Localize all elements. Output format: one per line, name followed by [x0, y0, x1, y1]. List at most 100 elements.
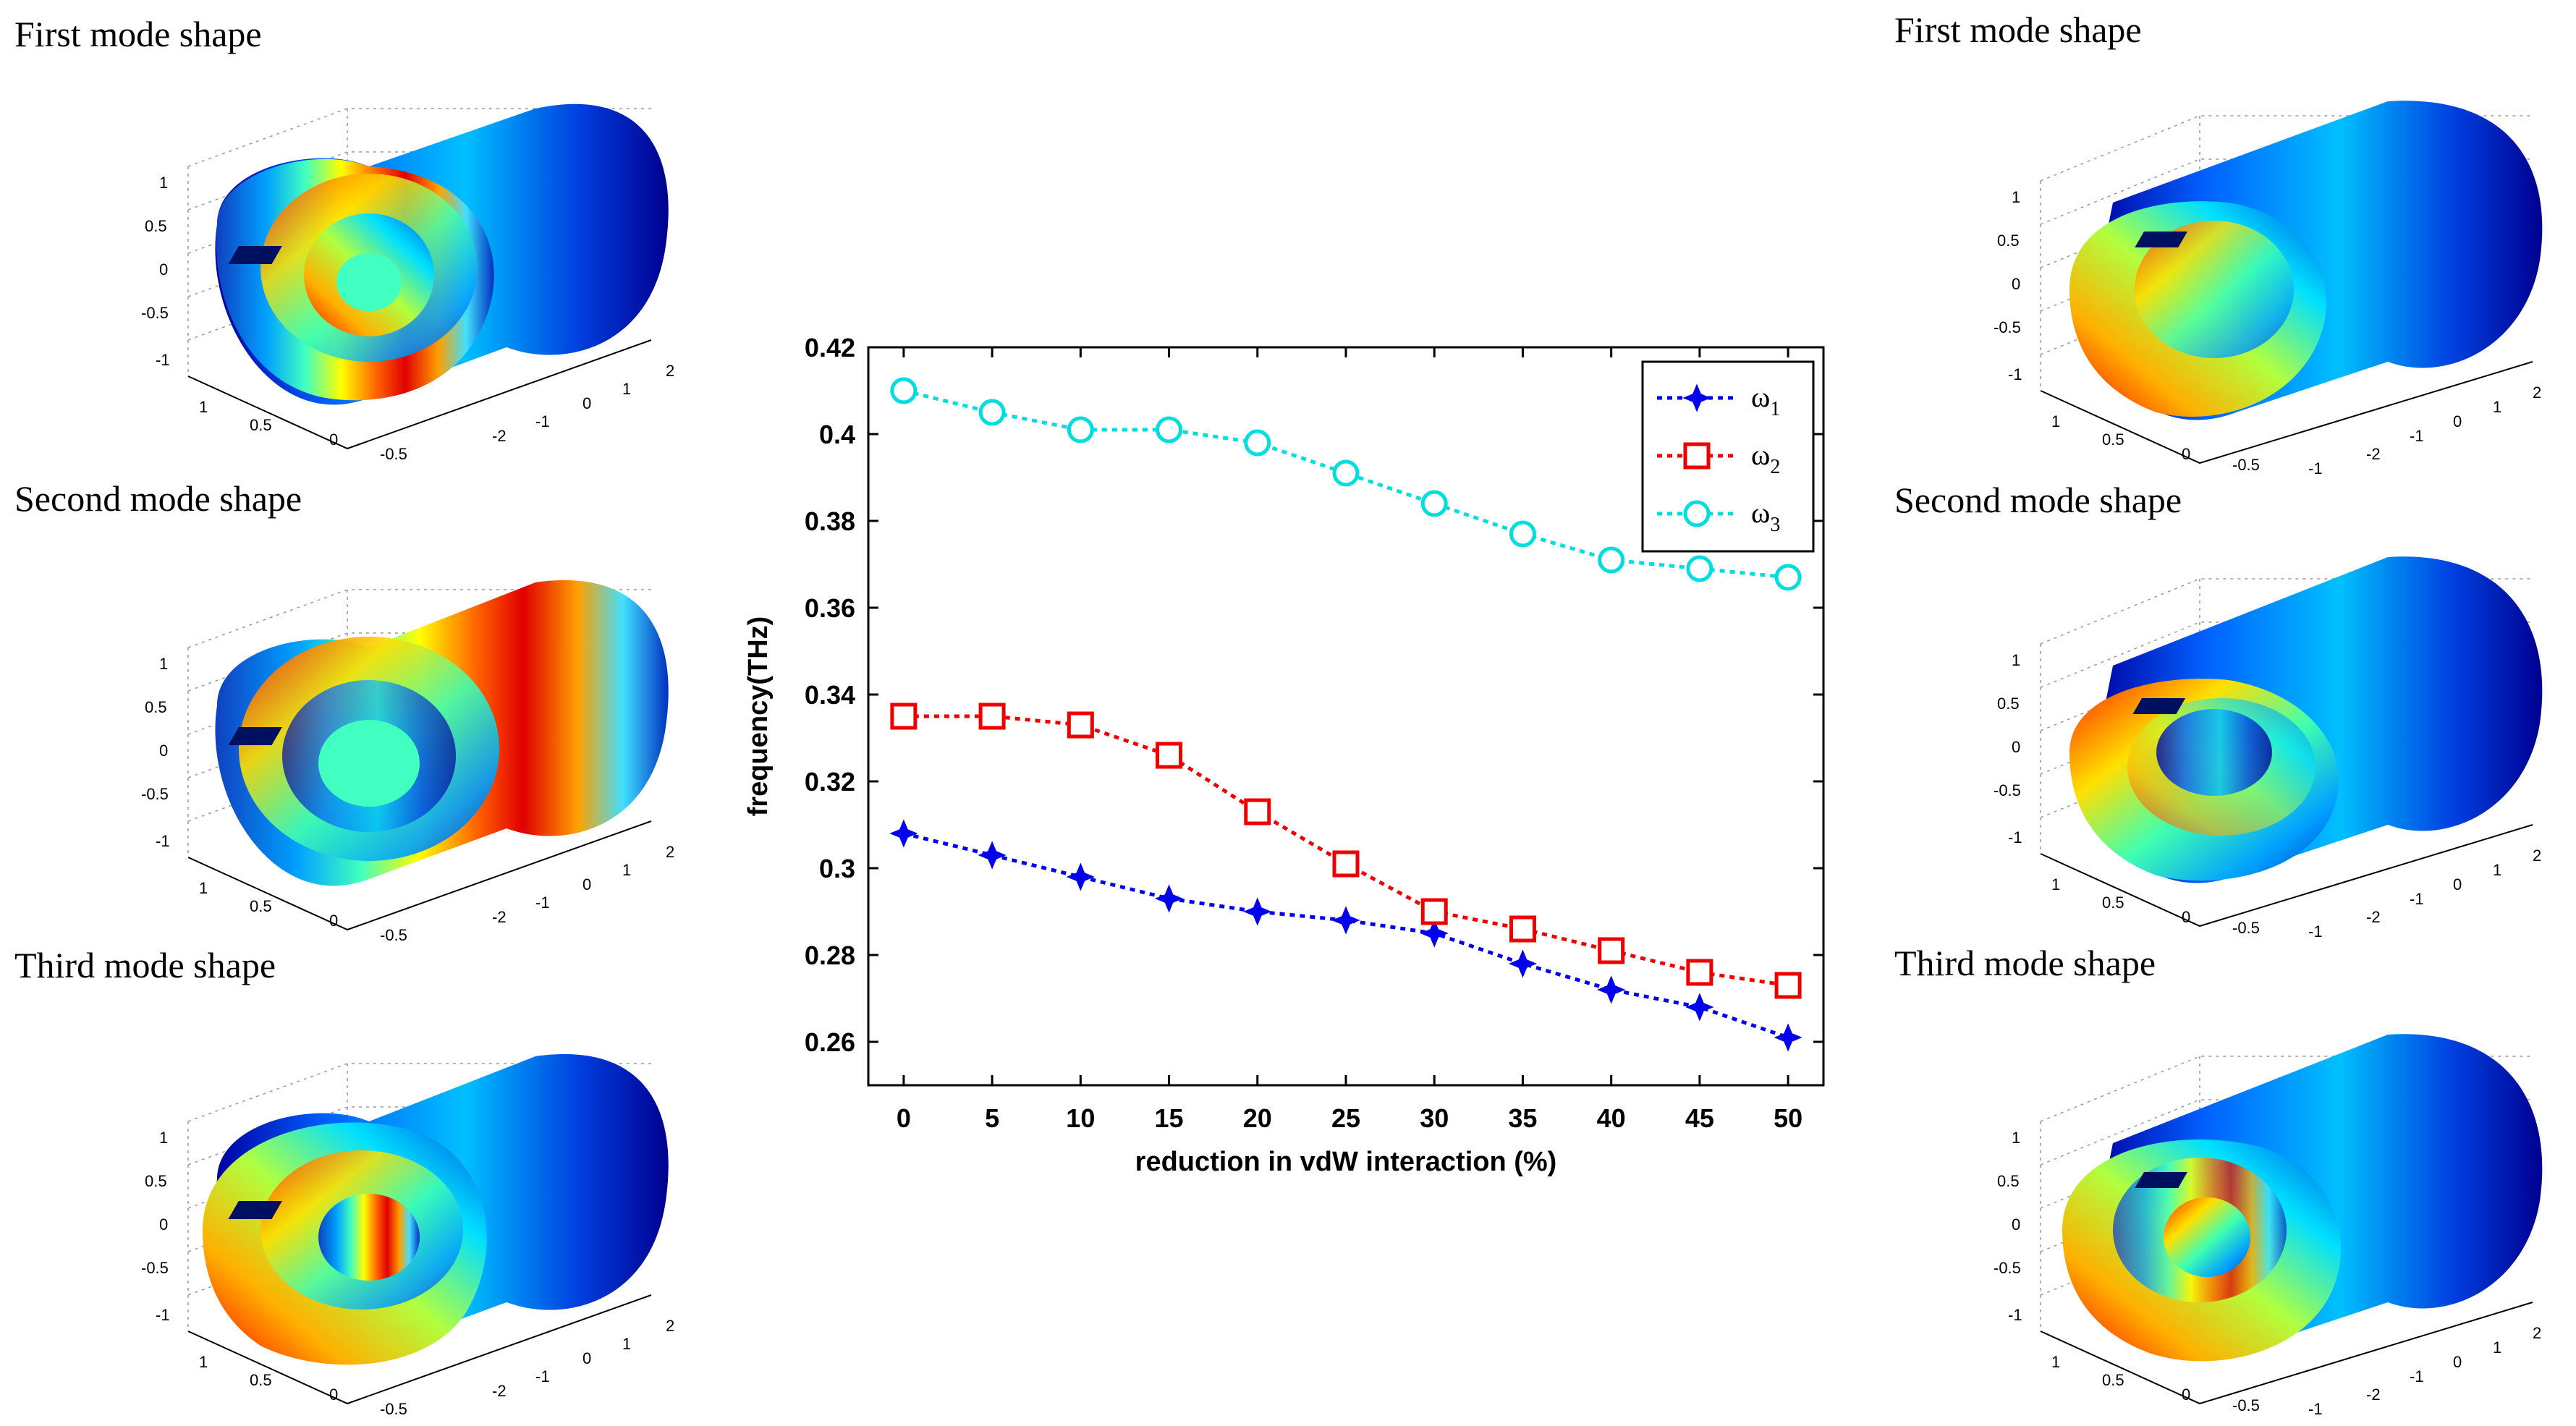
y-tick: -1: [2410, 890, 2424, 908]
z-tick: -0.5: [141, 304, 169, 322]
y-tick: 1: [622, 1335, 631, 1353]
y-tick: -2: [2366, 445, 2381, 463]
x-tick: -0.5: [380, 445, 407, 463]
left-mode-plot-2: 1 0.5 0 -0.5 -1 1 0.5 0 -0.5 2 1 0 -1 -2: [141, 580, 674, 944]
line-omega-3: [903, 389, 1789, 580]
point-omega-2: [1509, 915, 1536, 943]
left-mode-title-2: Second mode shape: [14, 478, 302, 519]
y-tick: -2: [492, 1382, 507, 1400]
x-tick: -0.5: [2232, 456, 2260, 474]
z-tick: 0: [2012, 738, 2020, 756]
y-tick-label: 0.28: [805, 941, 855, 970]
y-tick: 2: [2533, 1324, 2541, 1342]
left-3d-ticks-3: 1 0.5 0 -0.5 -1 1 0.5 0 -0.5 2 1 0 -1 -2: [141, 1129, 674, 1418]
y-tick: 0: [582, 394, 591, 412]
point-omega-1: [1154, 884, 1184, 913]
z-tick: -0.5: [1994, 318, 2021, 336]
x-tick: 1: [199, 879, 208, 897]
x-tick: 0.5: [2102, 430, 2124, 449]
z-tick: -1: [2008, 1306, 2022, 1324]
right-mode-plot-2: 1 0.5 0 -0.5 -1 1 0.5 0 -0.5 -1 2 1 0 -1…: [1994, 556, 2543, 941]
point-omega-2: [1598, 937, 1625, 964]
y-tick: 1: [2493, 1338, 2501, 1357]
z-tick: -0.5: [141, 785, 169, 803]
x-tick-label: 5: [985, 1103, 999, 1133]
legend-marker: [1683, 442, 1711, 470]
x-tick-label: 0: [897, 1103, 911, 1133]
y-tick: -2: [2366, 908, 2381, 926]
series-omega-3: [890, 377, 1802, 591]
point-omega-2: [978, 703, 1006, 730]
left-mode-plot-1: 1 0.5 0 -0.5 -1 1 0.5 0 -0.5 2 1 0 -1 -2: [141, 103, 674, 463]
z-tick: -0.5: [1994, 781, 2021, 799]
y-axis: 0.26 0.28 0.3 0.32 0.34 0.36 0.38 0.4 0.42: [805, 333, 1823, 1057]
x-tick: -1: [2308, 922, 2323, 941]
right-3d-ticks-1: 1 0.5 0 -0.5 -1 1 0.5 0 -0.5 -1 2 1 0 -1…: [1994, 188, 2541, 478]
y-tick: -1: [2410, 427, 2424, 445]
point-omega-3: [978, 399, 1006, 426]
frequency-line-chart: 0.26 0.28 0.3 0.32 0.34 0.36 0.38 0.4 0.42 0 5 10 1…: [743, 333, 1825, 1177]
x-tick: 0: [2182, 908, 2190, 926]
x-tick-label: 20: [1243, 1103, 1272, 1133]
x-tick: 1: [2051, 875, 2060, 894]
x-tick: -1: [2308, 459, 2323, 478]
right-mode-title-1: First mode shape: [1894, 9, 2142, 50]
point-omega-3: [1067, 416, 1094, 443]
z-tick: 1: [159, 1129, 168, 1147]
legend-marker: [1682, 383, 1711, 412]
x-tick: 1: [2051, 412, 2060, 430]
x-tick: -0.5: [2232, 919, 2260, 937]
left-mode-plot-3: 1 0.5 0 -0.5 -1 1 0.5 0 -0.5 2 1 0 -1 -2: [141, 1053, 674, 1418]
y-tick-label: 0.34: [805, 680, 855, 710]
point-omega-2: [1244, 798, 1271, 826]
x-tick: -1: [2308, 1400, 2323, 1418]
y-axis-title: frequency(THz): [743, 616, 774, 817]
point-omega-3: [1332, 459, 1360, 487]
z-tick: 1: [2012, 651, 2020, 669]
series-omega-2: [890, 703, 1802, 999]
x-tick: 0: [329, 912, 338, 930]
point-omega-3: [1156, 416, 1183, 443]
z-tick: 0: [2012, 1215, 2020, 1234]
x-tick-label: 40: [1597, 1103, 1626, 1133]
series-omega-1: [889, 819, 1802, 1052]
y-tick: 2: [666, 843, 674, 861]
z-tick: 0: [2012, 275, 2020, 293]
left-3d-ticks-2: 1 0.5 0 -0.5 -1 1 0.5 0 -0.5 2 1 0 -1 -2: [141, 655, 674, 944]
point-omega-1: [889, 819, 918, 848]
x-tick: 0.5: [250, 1371, 272, 1389]
left-3d-ticks-1: 1 0.5 0 -0.5 -1 1 0.5 0 -0.5 2 1 0 -1 -2: [141, 174, 674, 463]
y-tick: 2: [666, 1317, 674, 1335]
point-omega-1: [978, 841, 1007, 870]
z-tick: 0.5: [1997, 1172, 2020, 1190]
z-tick: 0.5: [145, 217, 167, 235]
z-tick: 1: [2012, 1129, 2020, 1147]
right-mode-plot-3: 1 0.5 0 -0.5 -1 1 0.5 0 -0.5 -1 2 1 0 -1…: [1994, 1034, 2543, 1418]
y-tick: 0: [2453, 412, 2462, 430]
z-tick: 1: [2012, 188, 2020, 206]
x-tick: -0.5: [380, 926, 407, 944]
z-tick: 0.5: [1997, 695, 2020, 713]
x-tick: 0.5: [2102, 1371, 2124, 1389]
y-tick: 0: [582, 875, 591, 894]
x-tick: 1: [199, 398, 208, 416]
point-omega-1: [1066, 862, 1095, 891]
point-omega-3: [1598, 546, 1625, 574]
point-omega-2: [1156, 742, 1183, 769]
x-tick-label: 35: [1508, 1103, 1537, 1133]
z-tick: 1: [159, 655, 168, 673]
x-tick: 1: [199, 1353, 208, 1371]
y-tick: -2: [492, 427, 507, 445]
point-omega-1: [1508, 949, 1538, 978]
z-tick: 0.5: [145, 1172, 167, 1190]
point-omega-2: [1332, 850, 1360, 878]
left-mode-title-3: Third mode shape: [14, 945, 276, 985]
z-tick: 1: [159, 174, 168, 192]
point-omega-1: [1243, 897, 1272, 926]
series-layer: [889, 377, 1802, 1052]
y-tick: 2: [2533, 383, 2541, 402]
x-tick-label: 15: [1155, 1103, 1184, 1133]
y-tick: 0: [2453, 875, 2462, 894]
x-tick-label: 50: [1774, 1103, 1802, 1133]
